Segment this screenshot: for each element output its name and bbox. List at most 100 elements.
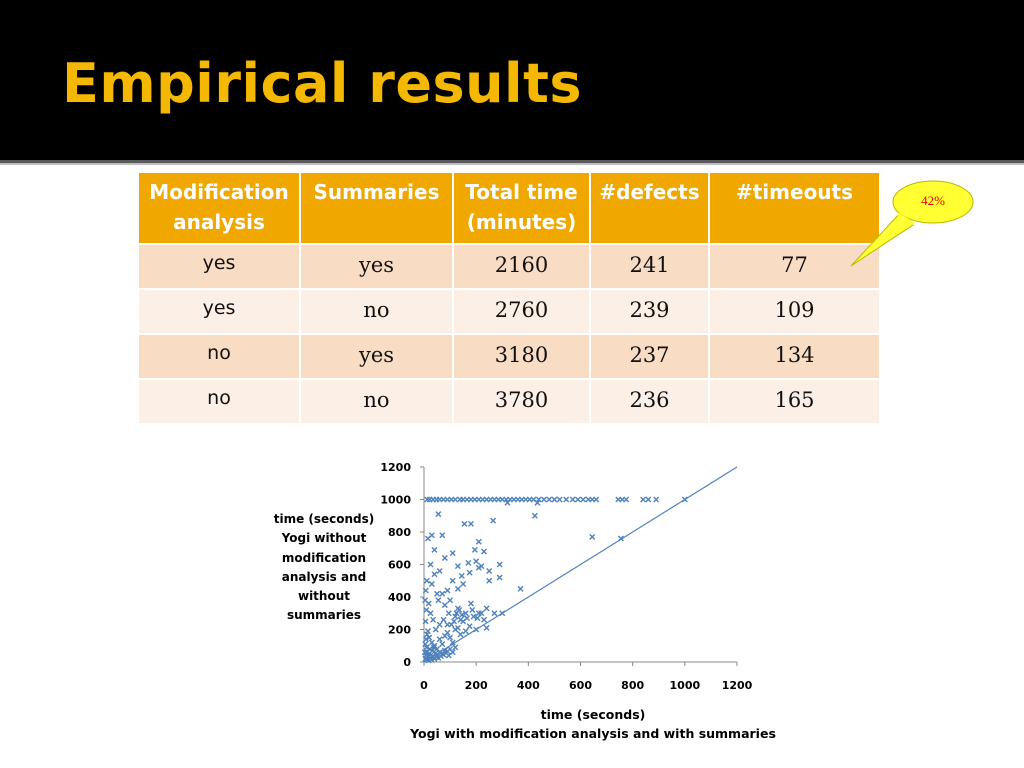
- data-point: [569, 496, 576, 503]
- data-point: [457, 631, 464, 638]
- data-point: [617, 535, 624, 542]
- data-point: [427, 561, 434, 568]
- data-point: [462, 628, 469, 635]
- data-point: [439, 641, 446, 648]
- cell-summaries: no: [299, 378, 454, 425]
- x-tick-label: 1000: [670, 679, 701, 692]
- x-axis-label-line: time (seconds): [541, 707, 646, 722]
- x-tick-label: 400: [517, 679, 540, 692]
- data-point: [422, 597, 429, 604]
- data-point: [432, 626, 439, 633]
- header-total-time: Total time (minutes): [452, 171, 591, 245]
- data-point: [475, 538, 482, 545]
- data-point: [496, 574, 503, 581]
- data-point: [439, 532, 446, 539]
- data-point: [467, 600, 474, 607]
- data-point: [428, 581, 435, 587]
- cell-total-time: 3180: [452, 333, 591, 380]
- data-point: [445, 610, 452, 617]
- data-point: [458, 572, 465, 579]
- data-point: [426, 634, 433, 641]
- data-point: [424, 631, 431, 638]
- cell-defects: 236: [589, 378, 710, 425]
- data-point: [461, 520, 468, 527]
- data-point: [466, 569, 473, 576]
- data-point: [423, 644, 430, 651]
- y-tick-label: 200: [388, 624, 411, 637]
- chart-points: [421, 496, 688, 664]
- results-table: Modification analysis Summaries Total ti…: [137, 171, 881, 425]
- data-point: [478, 610, 485, 617]
- cell-modification: no: [137, 378, 301, 425]
- data-point: [454, 563, 461, 570]
- data-point: [535, 496, 542, 503]
- data-point: [444, 629, 451, 636]
- data-point: [681, 496, 688, 503]
- data-point: [531, 512, 538, 519]
- data-point: [483, 605, 490, 612]
- data-point: [435, 511, 442, 518]
- cell-modification: yes: [137, 288, 301, 335]
- data-point: [546, 496, 553, 503]
- data-point: [435, 597, 442, 604]
- data-point: [534, 499, 541, 506]
- header-line: Modification: [149, 180, 289, 204]
- header-line: (minutes): [466, 210, 577, 234]
- data-point: [441, 555, 448, 561]
- header-line: #timeouts: [735, 180, 854, 204]
- cell-total-time: 2160: [452, 243, 591, 290]
- data-point: [499, 610, 506, 617]
- data-point: [430, 644, 437, 651]
- data-point: [478, 563, 485, 570]
- table-row: yes no 2760 239 109: [137, 288, 881, 335]
- data-point: [434, 590, 441, 597]
- data-point: [480, 616, 487, 623]
- data-point: [563, 496, 570, 503]
- data-point: [447, 597, 454, 604]
- data-point: [491, 610, 498, 617]
- x-tick-label: 800: [621, 679, 644, 692]
- data-point: [457, 616, 464, 623]
- data-point: [471, 546, 478, 553]
- data-point: [460, 581, 467, 587]
- y-tick-label: 800: [388, 526, 411, 539]
- x-tick-label: 1200: [722, 679, 753, 692]
- data-point: [465, 559, 472, 566]
- cell-defects: 239: [589, 288, 710, 335]
- data-point: [439, 590, 446, 597]
- cell-modification: yes: [137, 243, 301, 290]
- y-tick-label: 1200: [380, 461, 411, 474]
- cell-total-time: 3780: [452, 378, 591, 425]
- header-line: Summaries: [313, 180, 440, 204]
- y-axis-label-line: Yogi without: [281, 531, 367, 546]
- data-point: [430, 616, 437, 623]
- data-point: [645, 496, 652, 503]
- data-point: [517, 585, 524, 592]
- data-point: [421, 649, 428, 656]
- data-point: [464, 615, 471, 622]
- data-point: [423, 607, 430, 613]
- data-point: [593, 496, 600, 503]
- x-tick-label: 200: [465, 679, 488, 692]
- data-point: [556, 496, 563, 503]
- cell-modification: no: [137, 333, 301, 380]
- data-point: [574, 496, 581, 503]
- data-point: [454, 585, 461, 592]
- data-point: [466, 623, 473, 630]
- x-axis-label-line: Yogi with modification analysis and with…: [409, 726, 776, 741]
- data-point: [422, 587, 429, 594]
- data-point: [470, 613, 477, 620]
- data-point: [504, 499, 511, 506]
- table-row: no no 3780 236 165: [137, 378, 881, 425]
- data-point: [551, 496, 558, 503]
- y-tick-label: 400: [388, 591, 411, 604]
- data-point: [423, 636, 430, 643]
- data-point: [589, 533, 596, 540]
- cell-timeouts: 165: [708, 378, 881, 425]
- data-point: [467, 520, 474, 527]
- data-point: [640, 496, 647, 503]
- data-point: [436, 636, 443, 643]
- y-axis-label-line: analysis and: [281, 569, 367, 584]
- data-point: [423, 577, 430, 584]
- data-point: [580, 496, 587, 503]
